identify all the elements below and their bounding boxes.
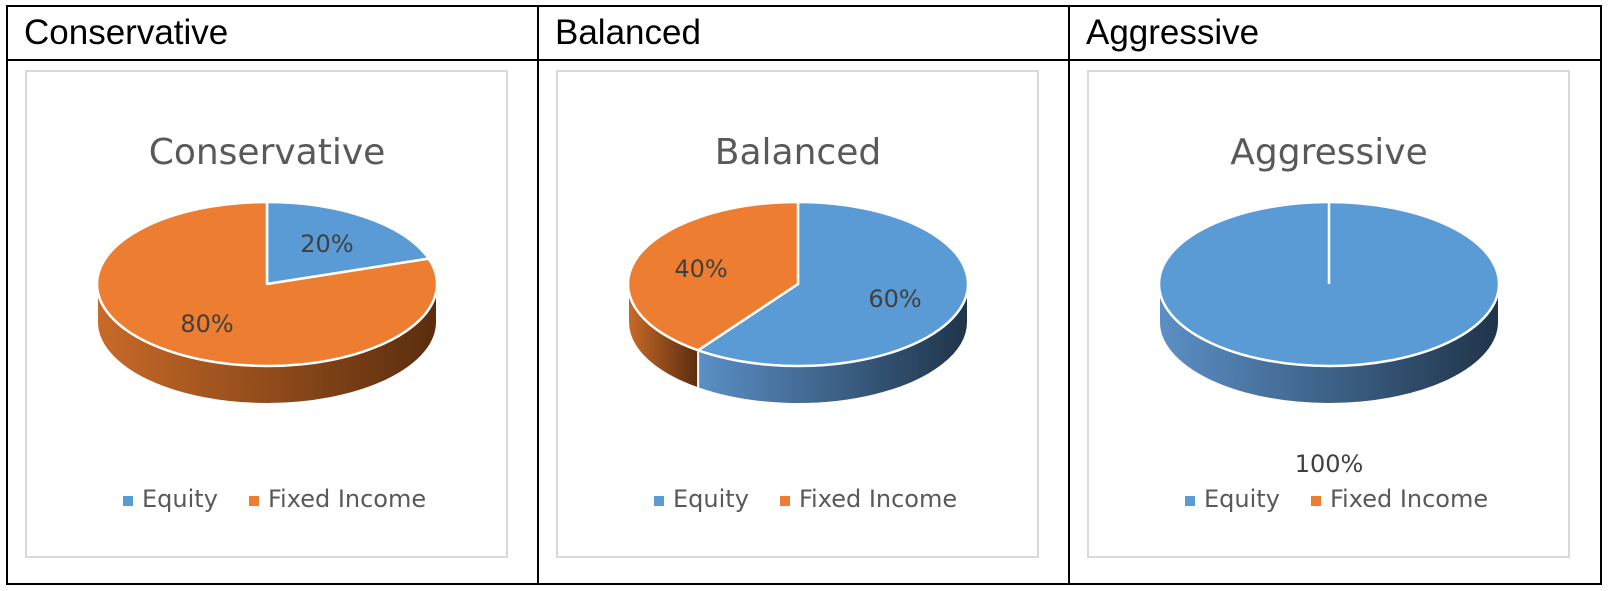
pie-slice-fixed-income	[95, 200, 439, 368]
pie-slice-fixed-income	[626, 200, 800, 352]
legend-label-fixed-income: Fixed Income	[268, 485, 426, 513]
data-label: 20%	[300, 230, 353, 258]
pie-chart-svg: Aggressive 100% Equity Fixed Income	[1157, 132, 1501, 513]
header-cell-conservative: Conservative	[8, 7, 539, 61]
legend-swatch-fixed-income	[1311, 496, 1321, 506]
chart-legend: Equity Fixed Income	[123, 485, 426, 513]
chart-title: Conservative	[149, 132, 386, 173]
pie-slice-equity	[265, 200, 430, 286]
legend-swatch-fixed-income	[780, 496, 790, 506]
legend-swatch-equity	[1185, 496, 1195, 506]
header-cell-balanced: Balanced	[539, 7, 1070, 61]
legend-label-fixed-income: Fixed Income	[799, 485, 957, 513]
data-label: 40%	[674, 255, 727, 283]
allocation-table: Conservative Balanced Aggressive Conserv…	[6, 5, 1602, 585]
pie-chart-svg: Balanced 60% 40% Equity Fixed Income	[626, 132, 970, 513]
legend-label-equity: Equity	[673, 485, 749, 513]
chart-cell-balanced: Balanced 60% 40% Equity Fixed Income	[539, 61, 1070, 583]
legend-swatch-equity	[123, 496, 133, 506]
chart-balanced: Balanced 60% 40% Equity Fixed Income	[556, 70, 1039, 558]
chart-legend: Equity Fixed Income	[1185, 485, 1488, 513]
chart-conservative: Conservative 20% 80% Equity Fixed Income	[25, 70, 508, 558]
chart-cell-conservative: Conservative 20% 80% Equity Fixed Income	[8, 61, 539, 583]
chart-cell-aggressive: Aggressive 100% Equity Fixed Income	[1070, 61, 1600, 583]
pie-chart-svg: Conservative 20% 80% Equity Fixed Income	[95, 132, 439, 513]
header-cell-aggressive: Aggressive	[1070, 7, 1600, 61]
pie-slice-equity	[696, 200, 970, 368]
legend-label-equity: Equity	[142, 485, 218, 513]
legend-label-equity: Equity	[1204, 485, 1280, 513]
chart-aggressive: Aggressive 100% Equity Fixed Income	[1087, 70, 1570, 558]
data-label: 60%	[868, 285, 921, 313]
data-label: 100%	[1295, 450, 1364, 478]
data-label: 80%	[180, 310, 233, 338]
chart-title: Aggressive	[1230, 132, 1427, 173]
chart-legend: Equity Fixed Income	[654, 485, 957, 513]
legend-swatch-fixed-income	[249, 496, 259, 506]
chart-title: Balanced	[715, 132, 881, 173]
legend-swatch-equity	[654, 496, 664, 506]
legend-label-fixed-income: Fixed Income	[1330, 485, 1488, 513]
